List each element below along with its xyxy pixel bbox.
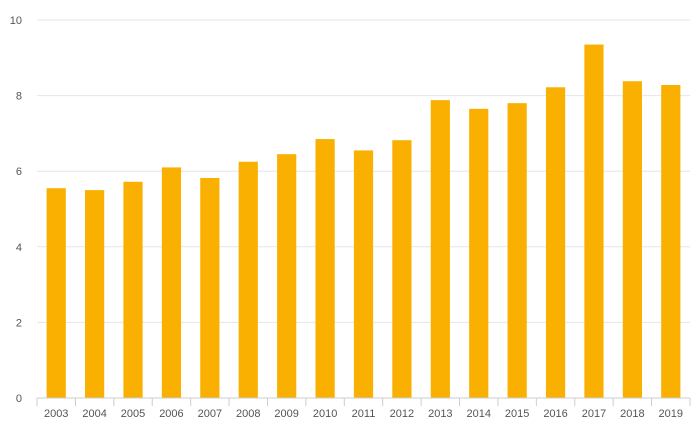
x-tick-label: 2007: [198, 408, 222, 420]
bar-2008[interactable]: [238, 161, 258, 398]
y-tick-label: 4: [16, 242, 22, 254]
bar-2004[interactable]: [85, 190, 105, 398]
y-tick-label: 8: [16, 91, 22, 103]
bar-2017[interactable]: [584, 44, 604, 398]
bar-2019[interactable]: [661, 85, 681, 399]
bar-2005[interactable]: [123, 181, 143, 398]
x-tick-label: 2013: [428, 408, 452, 420]
bar-2016[interactable]: [545, 87, 566, 398]
bar-2003[interactable]: [46, 188, 66, 398]
bar-series: [46, 44, 681, 399]
bar-2013[interactable]: [430, 100, 450, 399]
x-tick-label: 2008: [236, 408, 260, 420]
bar-2014[interactable]: [469, 108, 489, 398]
bar-2010[interactable]: [315, 139, 335, 398]
bar-2009[interactable]: [277, 154, 297, 398]
x-tick-label: 2014: [466, 408, 490, 420]
x-axis: 2003 2004 2005 2006 2007 2008 2009 2010 2011 2012…: [36, 397, 691, 420]
bar-2006[interactable]: [161, 167, 182, 398]
y-tick-label: 6: [16, 166, 22, 178]
x-tick-label: 2003: [44, 408, 68, 420]
x-tick-label: 2010: [313, 408, 337, 420]
bar-2007[interactable]: [200, 178, 220, 398]
y-tick-label: 2: [16, 317, 22, 329]
x-tick-label: 2004: [82, 408, 106, 420]
y-tick-label: 0: [16, 393, 22, 405]
x-tick-label: 2016: [543, 408, 567, 420]
x-tick-label: 2019: [659, 408, 683, 420]
x-tick-label: 2009: [274, 408, 298, 420]
y-tick-label: 10: [10, 15, 22, 27]
x-tick-label: 2005: [121, 408, 145, 420]
bar-2011[interactable]: [353, 150, 374, 398]
x-tick-label: 2006: [159, 408, 183, 420]
bar-2012[interactable]: [392, 140, 412, 399]
y-axis: 0 2 4 6 8 10: [10, 15, 22, 405]
bar-2018[interactable]: [622, 81, 642, 399]
x-tick-label: 2011: [352, 408, 376, 420]
x-tick-label: 2015: [505, 408, 529, 420]
x-tick-label: 2012: [390, 408, 414, 420]
bar-2015[interactable]: [507, 103, 527, 398]
x-tick-label: 2017: [582, 408, 606, 420]
x-tick-label: 2018: [620, 408, 644, 420]
